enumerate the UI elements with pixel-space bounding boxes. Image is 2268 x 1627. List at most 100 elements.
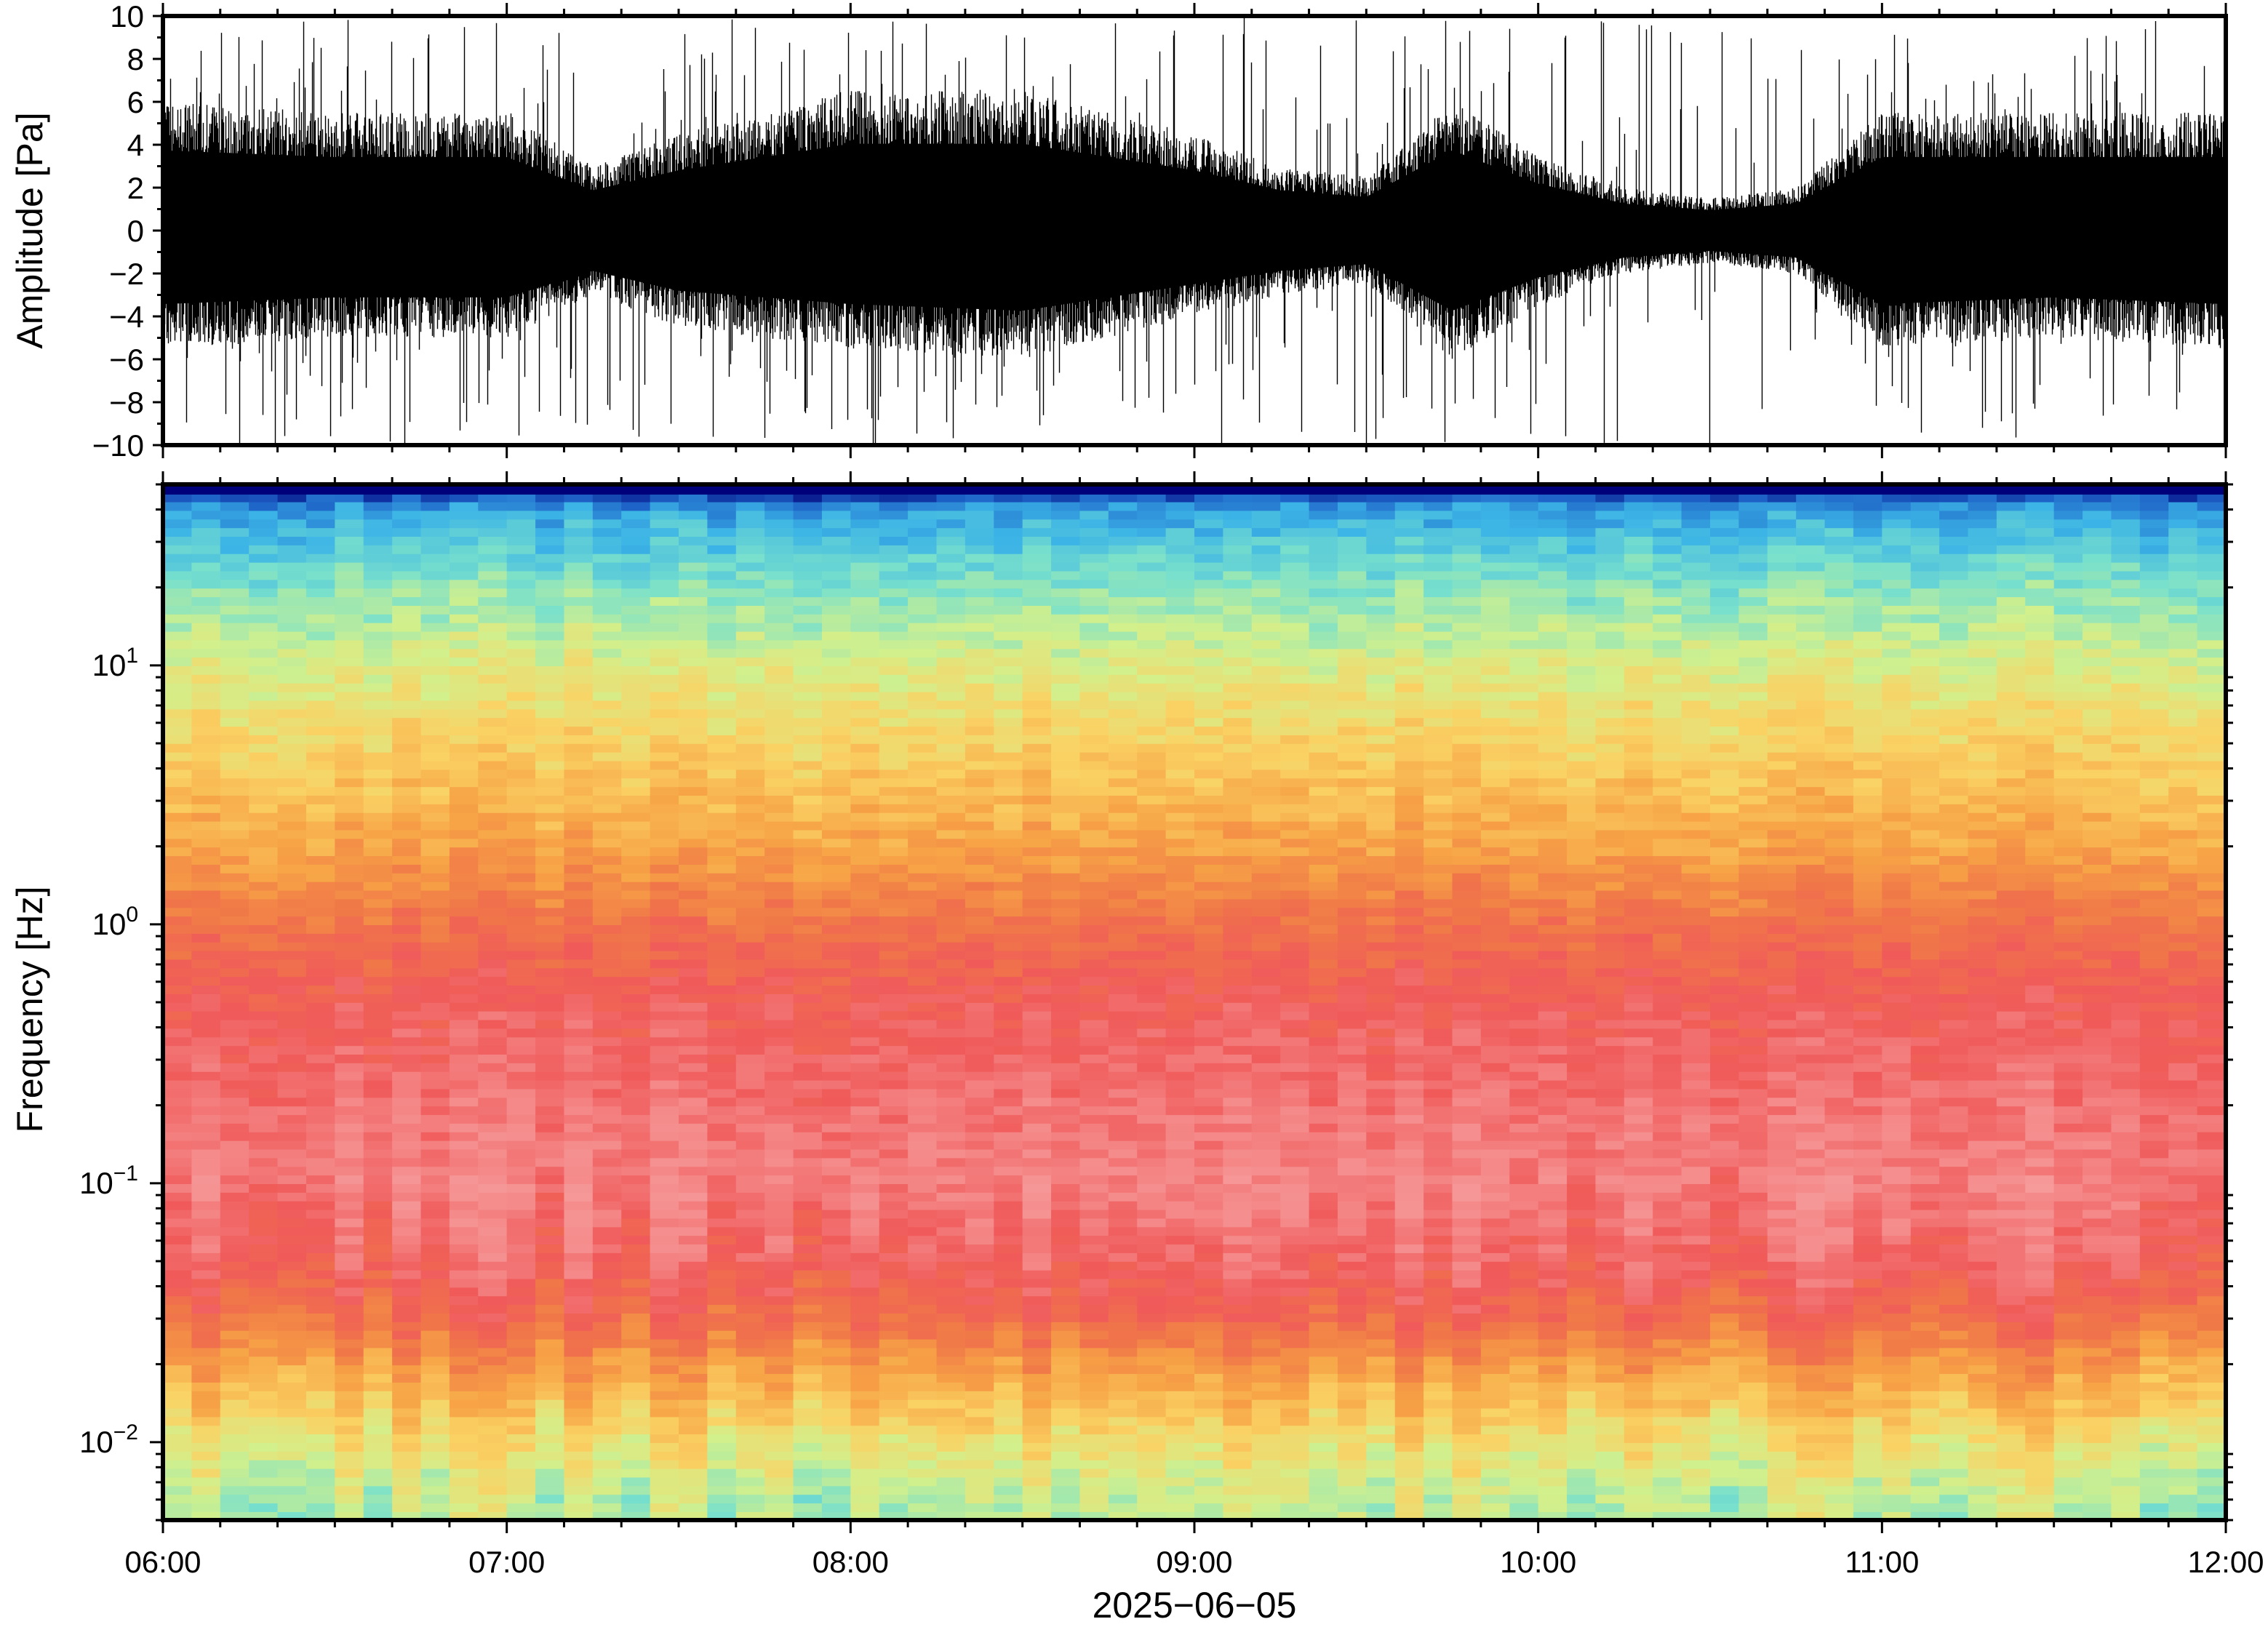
spectrogram-cell	[278, 545, 307, 554]
spectrogram-cell	[421, 562, 450, 572]
spectrogram-cell	[1280, 1425, 1309, 1434]
spectrogram-cell	[478, 1425, 507, 1434]
spectrogram-cell	[994, 1201, 1023, 1210]
spectrogram-cell	[507, 1244, 536, 1253]
spectrogram-cell	[364, 623, 393, 632]
spectrogram-cell	[163, 1313, 192, 1322]
spectrogram-cell	[564, 899, 593, 908]
spectrogram-cell	[1137, 855, 1166, 865]
spectrogram-cell	[621, 786, 650, 796]
spectrogram-cell	[965, 786, 994, 796]
spectrogram-cell	[1223, 839, 1252, 848]
spectrogram-cell	[1280, 1270, 1309, 1279]
spectrogram-cell	[220, 985, 249, 994]
spectrogram-cell	[306, 1106, 335, 1115]
spectrogram-cell	[335, 830, 364, 839]
spectrogram-cell	[1023, 1460, 1052, 1469]
spectrogram-cell	[278, 1295, 307, 1305]
spectrogram-cell	[1079, 855, 1109, 865]
spectrogram-cell	[1280, 795, 1309, 804]
spectrogram-cell	[764, 1123, 794, 1132]
spectrogram-cell	[879, 657, 909, 666]
spectrogram-cell	[335, 527, 364, 537]
spectrogram-cell	[1051, 1140, 1080, 1150]
spectrogram-cell	[1280, 665, 1309, 675]
spectrogram-cell	[650, 1071, 679, 1081]
spectrogram-cell	[679, 1149, 708, 1159]
spectrogram-cell	[1137, 562, 1166, 572]
spectrogram-cell	[994, 519, 1023, 528]
spectrogram-cell	[450, 1114, 479, 1124]
spectrogram-cell	[764, 830, 794, 839]
spectrogram-cell	[450, 1011, 479, 1020]
spectrogram-cell	[564, 1201, 593, 1210]
spectrogram-cell	[621, 1114, 650, 1124]
spectrogram-cell	[392, 502, 421, 511]
spectrogram-cell	[535, 1218, 564, 1228]
spectrogram-cell	[1023, 640, 1052, 649]
spectrogram-cell	[908, 1434, 937, 1443]
spectrogram-cell	[306, 839, 335, 848]
spectrogram-cell	[621, 1339, 650, 1348]
spectrogram-cell	[535, 812, 564, 822]
spectrogram-cell	[679, 726, 708, 735]
spectrogram-cell	[450, 692, 479, 701]
spectrogram-cell	[335, 951, 364, 960]
spectrogram-cell	[994, 648, 1023, 657]
spectrogram-cell	[937, 933, 966, 943]
spectrogram-cell	[1079, 614, 1109, 623]
spectrogram-cell	[621, 709, 650, 719]
spectrogram-cell	[364, 1252, 393, 1262]
spectrogram-cell	[965, 1364, 994, 1374]
spectrogram-cell	[450, 1330, 479, 1340]
spectrogram-cell	[163, 596, 192, 606]
spectrogram-cell	[278, 1020, 307, 1029]
spectrogram-cell	[1109, 1425, 1138, 1434]
spectrogram-cell	[507, 1140, 536, 1150]
spectrogram-cell	[994, 1270, 1023, 1279]
spectrogram-cell	[736, 1460, 765, 1469]
spectrogram-cell	[392, 959, 421, 969]
spectrogram-cell	[994, 1210, 1023, 1219]
spectrogram-cell	[220, 743, 249, 753]
spectrogram-cell	[364, 1089, 393, 1098]
spectrogram-cell	[650, 899, 679, 908]
spectrogram-cell	[736, 1227, 765, 1236]
spectrogram-cell	[707, 511, 736, 520]
spectrogram-cell	[220, 1503, 249, 1512]
spectrogram-cell	[1252, 994, 1281, 1003]
spectrogram-cell	[564, 1339, 593, 1348]
spectrogram-cell	[965, 959, 994, 969]
spectrogram-cell	[1223, 942, 1252, 951]
spectrogram-cell	[965, 847, 994, 856]
spectrogram-cell	[1194, 1244, 1223, 1253]
spectrogram-cell	[1252, 1391, 1281, 1400]
spectrogram-cell	[1023, 1468, 1052, 1478]
spectrogram-cell	[621, 1028, 650, 1038]
spectrogram-cell	[535, 1235, 564, 1244]
spectrogram-cell	[335, 959, 364, 969]
spectrogram-cell	[1137, 1408, 1166, 1418]
spectrogram-cell	[1252, 968, 1281, 978]
spectrogram-cell	[478, 1098, 507, 1107]
spectrogram-cell	[1194, 623, 1223, 632]
spectrogram-cell	[1109, 640, 1138, 649]
spectrogram-cell	[908, 1210, 937, 1219]
spectrogram-cell	[764, 1270, 794, 1279]
spectrogram-cell	[707, 968, 736, 978]
spectrogram-cell	[850, 1149, 879, 1159]
spectrogram-cell	[593, 1261, 622, 1271]
spectrogram-cell	[764, 1287, 794, 1297]
spectrogram-cell	[1137, 968, 1166, 978]
spectrogram-cell	[794, 1114, 823, 1124]
spectrogram-cell	[1280, 709, 1309, 719]
spectrogram-cell	[1079, 709, 1109, 719]
spectrogram-cell	[764, 1356, 794, 1366]
spectrogram-cell	[736, 795, 765, 804]
spectrogram-cell	[1137, 588, 1166, 597]
spectrogram-cell	[392, 882, 421, 891]
spectrogram-cell	[1109, 1356, 1138, 1366]
spectrogram-cell	[994, 1287, 1023, 1297]
spectrogram-cell	[220, 545, 249, 554]
